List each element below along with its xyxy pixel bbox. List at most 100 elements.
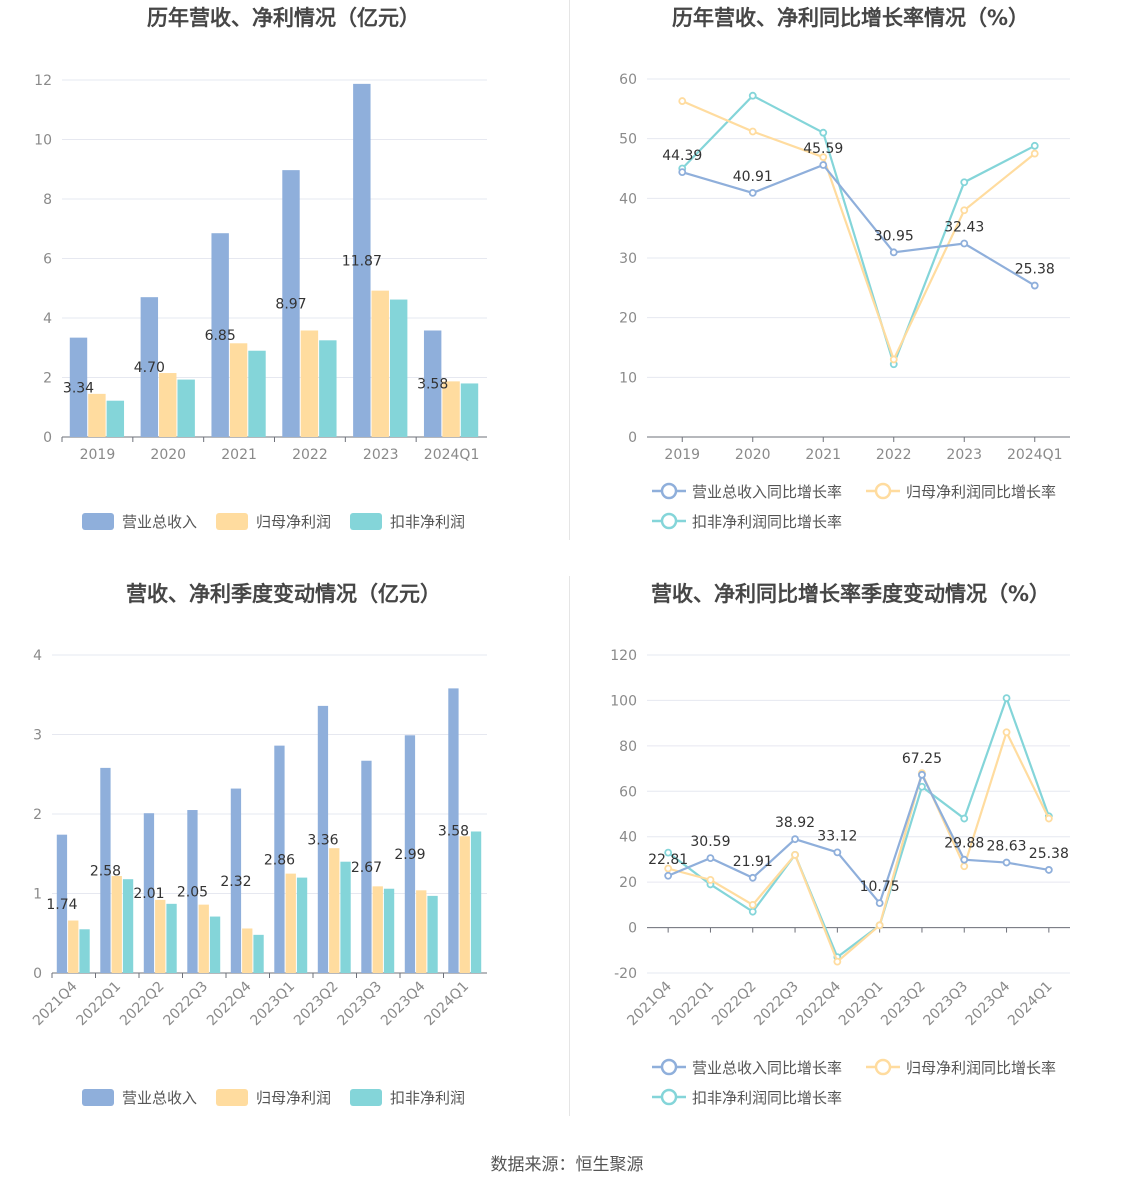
- x-tick-label: 2022Q3: [751, 979, 802, 1030]
- series-point: [664, 864, 673, 873]
- bar-data-label: 3.58: [438, 824, 469, 840]
- y-tick-label: 40: [619, 830, 637, 846]
- x-tick-label: 2024Q1: [1005, 979, 1056, 1030]
- x-tick-label: 2023Q3: [920, 979, 971, 1030]
- bar-data-label: 11.87: [342, 253, 382, 269]
- series-point: [678, 97, 687, 105]
- x-tick-label: 2020: [150, 447, 186, 463]
- series-point: [960, 855, 969, 864]
- y-tick-label: 1: [33, 887, 42, 903]
- series-point: [1030, 281, 1039, 290]
- y-tick-label: 6: [43, 252, 52, 268]
- bar-data-label: 2.32: [220, 874, 251, 890]
- legend-label: 扣非净利润同比增长率: [692, 1089, 842, 1107]
- bar-deducted-profit: [340, 861, 351, 973]
- x-tick-label: 2022Q4: [204, 978, 255, 1029]
- bar-data-label: 3.36: [307, 832, 338, 848]
- line-data-label: 22.81: [648, 852, 688, 868]
- legend-swatch: [350, 513, 382, 530]
- bar-data-label: 4.70: [134, 360, 165, 376]
- series-line-revenue: [681, 163, 1036, 287]
- series-point: [791, 835, 799, 844]
- series-point: [833, 957, 842, 966]
- series-point: [706, 875, 715, 884]
- y-tick-label: 30: [619, 251, 637, 267]
- bar-data-label: 6.85: [205, 328, 236, 344]
- line-data-label: 38.92: [775, 815, 815, 831]
- bar-data-label: 1.74: [46, 897, 77, 913]
- y-tick-label: 2: [43, 371, 52, 387]
- y-tick-label: 50: [619, 132, 637, 148]
- bar-data-label: 3.34: [63, 380, 94, 396]
- y-tick-label: 60: [619, 72, 637, 88]
- line-data-label: 25.38: [1029, 846, 1069, 862]
- bar-revenue: [282, 170, 300, 437]
- series-point: [833, 848, 842, 857]
- bar-net-profit: [155, 899, 166, 973]
- line-data-label: 21.91: [733, 854, 773, 870]
- series-point: [748, 91, 757, 100]
- x-tick-label: 2019: [80, 447, 116, 463]
- legend-marker: [874, 1058, 892, 1076]
- y-tick-label: 4: [33, 648, 42, 664]
- x-tick-label: 2022Q1: [73, 979, 124, 1030]
- x-tick-label: 2021: [805, 447, 841, 463]
- bar-data-label: 2.86: [264, 852, 295, 868]
- series-point: [1044, 866, 1053, 874]
- line-data-label: 30.95: [874, 228, 914, 244]
- y-tick-label: -20: [614, 966, 637, 982]
- legend-label: 营业总收入: [122, 1089, 197, 1107]
- series-line-revenue: [667, 771, 1050, 906]
- legend-marker: [660, 482, 678, 500]
- series-point: [1030, 141, 1039, 150]
- series-line-deducted-profit: [667, 694, 1050, 959]
- bar-net-profit: [68, 920, 79, 973]
- legend-label: 归母净利润同比增长率: [906, 1059, 1056, 1077]
- bar-net-profit: [159, 373, 177, 437]
- x-tick-label: 2022Q2: [709, 979, 760, 1030]
- x-tick-label: 2023Q1: [247, 979, 298, 1030]
- y-tick-label: 4: [43, 311, 52, 327]
- series-point: [748, 907, 757, 916]
- line-data-label: 67.25: [902, 751, 942, 767]
- y-tick-label: 3: [33, 728, 42, 744]
- legend-swatch: [82, 1089, 114, 1106]
- y-tick-label: 10: [619, 370, 637, 386]
- legend-marker: [660, 1058, 678, 1076]
- series-point: [960, 862, 969, 871]
- bar-revenue: [353, 83, 371, 438]
- line-data-label: 44.39: [662, 148, 702, 164]
- y-tick-label: 100: [610, 693, 637, 709]
- x-tick-label: 2023: [363, 447, 399, 463]
- bar-deducted-profit: [122, 879, 134, 973]
- bar-deducted-profit: [248, 350, 266, 437]
- line-data-label: 40.91: [733, 169, 773, 185]
- x-tick-label: 2022Q3: [160, 979, 211, 1030]
- bar-revenue: [404, 735, 416, 973]
- bar-net-profit: [88, 393, 106, 437]
- x-tick-label: 2021: [221, 447, 257, 463]
- bar-data-label: 2.05: [177, 885, 208, 901]
- legend-label: 归母净利润: [256, 1089, 331, 1107]
- line-data-label: 45.59: [803, 141, 843, 157]
- legend-swatch: [350, 1089, 382, 1106]
- series-point: [1044, 814, 1053, 823]
- bar-net-profit: [242, 928, 253, 973]
- bar-data-label: 2.01: [133, 886, 164, 902]
- bar-deducted-profit: [253, 934, 264, 973]
- legend-label: 归母净利润同比增长率: [906, 483, 1056, 501]
- bar-data-label: 2.99: [394, 847, 425, 863]
- y-tick-label: 10: [34, 133, 52, 149]
- line-data-label: 29.88: [944, 836, 984, 852]
- bar-deducted-profit: [460, 383, 479, 437]
- x-tick-label: 2021Q4: [624, 978, 675, 1029]
- series-point: [889, 355, 898, 364]
- vertical-divider-bottom: [569, 576, 570, 1116]
- bar-revenue: [274, 745, 285, 973]
- bar-revenue: [56, 834, 68, 973]
- y-tick-label: 0: [628, 430, 637, 446]
- legend-swatch: [216, 513, 248, 530]
- x-tick-label: 2022Q2: [117, 979, 168, 1030]
- bar-deducted-profit: [470, 831, 482, 973]
- line-data-label: 10.75: [860, 879, 900, 895]
